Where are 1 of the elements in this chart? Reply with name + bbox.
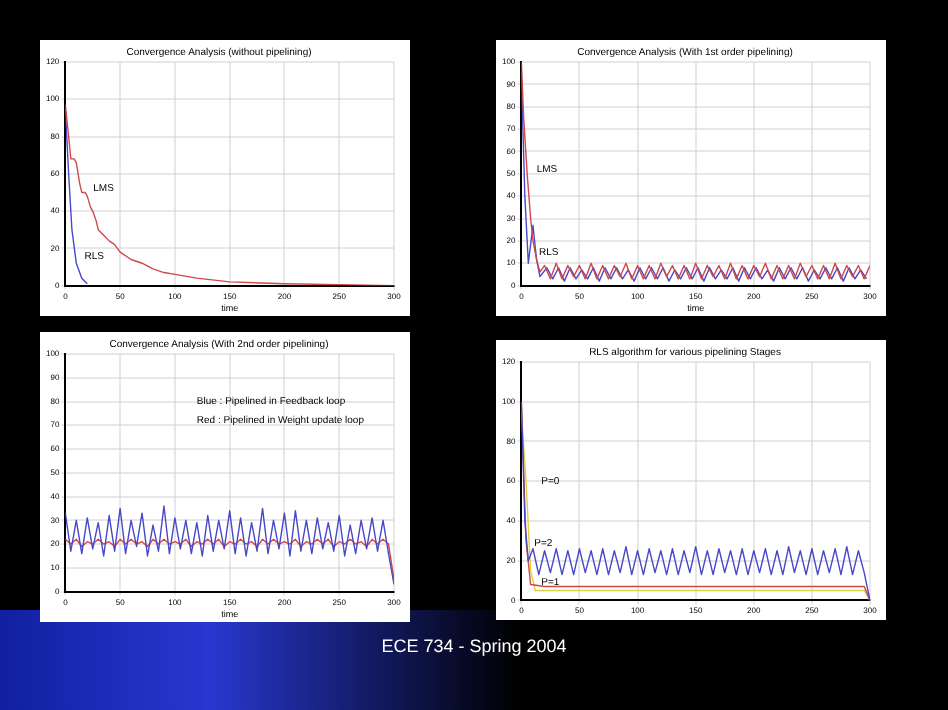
text: ECE 734 - Spring 2004 bbox=[379, 636, 569, 656]
